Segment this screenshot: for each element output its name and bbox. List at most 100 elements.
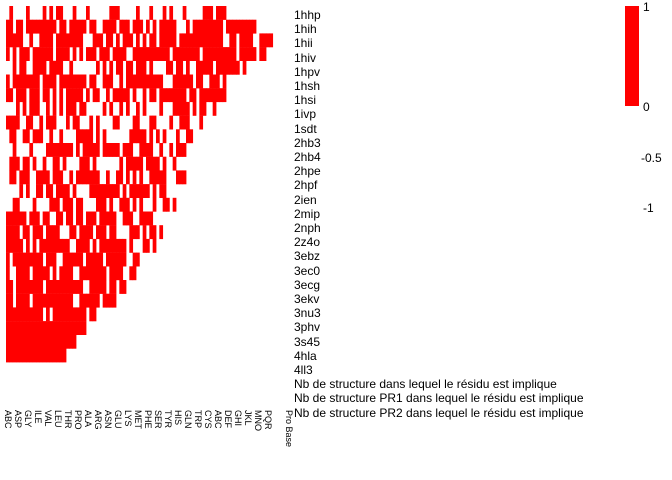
heatmap-cell xyxy=(19,307,24,322)
heatmap-cell xyxy=(6,88,10,103)
heatmap-cell xyxy=(172,197,177,212)
heatmap-cell xyxy=(176,74,180,89)
row-label: 1hsh xyxy=(294,79,321,93)
heatmap-cell xyxy=(72,225,77,240)
heatmap-cell xyxy=(32,334,37,349)
heatmap-cell xyxy=(169,143,174,157)
heatmap-cell xyxy=(106,170,110,185)
heatmap-cell xyxy=(206,6,210,20)
heatmap-cell xyxy=(132,266,137,281)
heatmap-cell xyxy=(182,33,187,48)
column-label: ABC xyxy=(213,410,223,429)
heatmap-cell xyxy=(29,321,34,335)
heatmap-cell xyxy=(122,184,127,198)
heatmap-cell xyxy=(96,266,100,281)
heatmap-cell xyxy=(26,348,30,363)
heatmap-cell xyxy=(132,19,137,34)
heatmap-cell xyxy=(32,74,37,89)
heatmap-cell xyxy=(199,60,204,75)
heatmap-cell xyxy=(59,129,64,144)
heatmap-cell xyxy=(6,293,10,308)
heatmap-cell xyxy=(126,19,130,34)
heatmap-cell xyxy=(26,6,30,20)
heatmap-cell xyxy=(119,170,124,185)
heatmap-cell xyxy=(19,293,24,308)
heatmap-cell xyxy=(46,334,50,349)
heatmap-cell xyxy=(222,47,227,61)
heatmap-cell xyxy=(262,33,267,48)
row-label: 3ecg xyxy=(294,277,321,292)
heatmap-cell xyxy=(76,211,80,226)
heatmap-cell xyxy=(196,60,200,75)
heatmap-cell xyxy=(42,348,47,363)
heatmap-cell xyxy=(109,60,114,75)
heatmap-cell xyxy=(56,170,60,185)
heatmap-cell xyxy=(96,293,100,308)
heatmap-cell xyxy=(49,184,54,198)
heatmap-cell xyxy=(199,88,204,103)
legend-tick-label: 0 xyxy=(643,100,650,114)
heatmap-cell xyxy=(56,307,60,322)
heatmap-cell xyxy=(49,252,54,267)
row-label: 4hla xyxy=(294,348,317,363)
heatmap-cell xyxy=(52,348,57,363)
heatmap-cell xyxy=(62,33,67,48)
heatmap-cell xyxy=(9,348,14,363)
heatmap-cell xyxy=(176,47,180,61)
heatmap-cell xyxy=(122,211,127,226)
heatmap-cell xyxy=(16,197,20,212)
heatmap-cell xyxy=(66,197,70,212)
heatmap-cell xyxy=(109,280,114,294)
heatmap-cell xyxy=(139,156,144,171)
heatmap-cell xyxy=(49,321,54,335)
heatmap-cell xyxy=(29,280,34,294)
heatmap-cell xyxy=(12,60,17,75)
heatmap-cell xyxy=(192,47,197,61)
heatmap-cell xyxy=(186,47,190,61)
heatmap-cell xyxy=(39,334,44,349)
heatmap-cell xyxy=(116,238,120,253)
heatmap-cell xyxy=(132,47,137,61)
heatmap-cell xyxy=(229,60,234,75)
heatmap-cell xyxy=(26,225,30,240)
heatmap-cell xyxy=(79,129,84,144)
column-label: GLU xyxy=(113,410,123,429)
heatmap-cell xyxy=(152,225,157,240)
heatmap-cell xyxy=(62,47,67,61)
heatmap-cell xyxy=(69,321,74,335)
heatmap-cell xyxy=(129,60,134,75)
heatmap-cell xyxy=(179,74,184,89)
heatmap-cell xyxy=(269,33,274,48)
heatmap-cell xyxy=(59,238,64,253)
heatmap-cell xyxy=(122,252,127,267)
heatmap-cell xyxy=(46,170,50,185)
heatmap-cell xyxy=(9,6,14,20)
heatmap-cell xyxy=(152,47,157,61)
heatmap-cell xyxy=(22,60,27,75)
heatmap-cell xyxy=(259,47,264,61)
heatmap-cell xyxy=(102,225,107,240)
heatmap-cell xyxy=(16,211,20,226)
heatmap-cell xyxy=(102,60,107,75)
row-label: 2mip xyxy=(294,206,321,221)
heatmap-cell xyxy=(59,47,64,61)
heatmap-cell xyxy=(109,225,114,240)
heatmap-cell xyxy=(12,307,17,322)
heatmap-cell xyxy=(239,33,244,48)
heatmap-cell xyxy=(106,293,110,308)
heatmap-cell xyxy=(72,334,77,349)
heatmap-cell xyxy=(116,143,120,157)
heatmap-cell xyxy=(22,307,27,322)
heatmap-cell xyxy=(6,252,10,267)
heatmap-cell xyxy=(66,293,70,308)
heatmap-cell xyxy=(96,143,100,157)
row-label: Nb de structure PR2 dans lequel le résid… xyxy=(294,405,584,420)
heatmap-cell xyxy=(86,88,90,103)
heatmap-cell xyxy=(146,238,150,253)
heatmap-cell xyxy=(76,238,80,253)
heatmap-cell xyxy=(12,197,17,212)
heatmap-cell xyxy=(102,19,107,34)
heatmap-cell xyxy=(89,129,94,144)
heatmap-cell xyxy=(39,33,44,48)
heatmap-cell xyxy=(202,6,207,20)
